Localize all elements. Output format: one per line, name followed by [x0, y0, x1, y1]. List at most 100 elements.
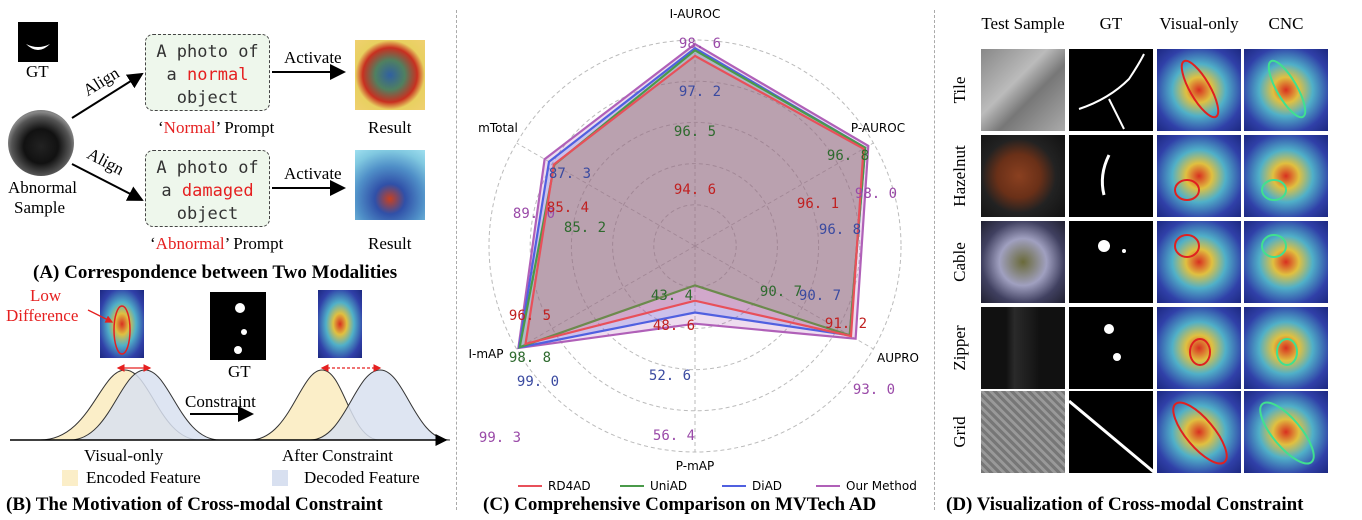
low-diff-ring: [113, 305, 131, 355]
gt-label-b: GT: [228, 362, 251, 381]
normal-prompt-line3: object: [176, 88, 239, 108]
caption-a: (A) Correspondence between Two Modalitie…: [33, 262, 398, 283]
abnormal-caption-quote: ‘: [150, 234, 156, 253]
value-label: 93. 0: [853, 382, 895, 398]
abnormal-prompt-prefix: a: [161, 181, 182, 201]
sample-label-line2: Sample: [14, 198, 65, 217]
abnormal-sample-image: [8, 110, 74, 176]
grid-spoke: [694, 245, 874, 350]
series-our-method: [517, 42, 870, 350]
gt-shape-icon: [1069, 399, 1153, 473]
align-arrow-top: [71, 72, 144, 119]
highlight-ring: [1189, 338, 1211, 366]
axis-label: AUPRO: [877, 351, 919, 365]
cnc-heatmap-image: [1243, 390, 1329, 474]
axis-label: mTotal: [478, 121, 518, 135]
axis-label: P-mAP: [676, 459, 714, 473]
abnormal-prompt-caption: ‘Abnormal’ Prompt: [150, 234, 283, 254]
panel-a-arrows: [71, 64, 346, 201]
row-label-zipper: Zipper: [950, 325, 969, 371]
visual-only-heatmap: [100, 290, 144, 358]
low-difference-line1: Low: [30, 286, 62, 305]
activate-label-top: Activate: [284, 48, 342, 67]
value-label: 97. 2: [679, 84, 721, 100]
gt-mask: [210, 292, 266, 360]
constraint-label: Constraint: [185, 392, 256, 411]
value-label: 89. 0: [513, 206, 555, 222]
value-label: 87. 3: [549, 166, 591, 182]
highlight-ring: [1259, 401, 1315, 465]
result-label-top: Result: [368, 118, 412, 137]
legend-label: DiAD: [752, 479, 782, 493]
test-sample-image: [980, 306, 1066, 390]
grid-spoke: [516, 245, 696, 350]
col-header-cnc: CNC: [1268, 14, 1304, 33]
normal-prompt-line1: A photo of: [156, 42, 259, 62]
row-label-grid: Grid: [950, 416, 969, 448]
abnormal-prompt-line2: a damaged: [146, 180, 269, 203]
grid-ring: [529, 80, 861, 412]
abnormal-prompt-box: A photo of a damaged object: [145, 150, 270, 227]
gt-mask-image: [1068, 220, 1154, 304]
sample-label-line1: Abnormal: [8, 178, 77, 197]
radar-chart: I-AUROC P-AUROC AUPRO P-mAP I-mAP mTotal 98. 6…: [468, 7, 919, 493]
gt-crescent-icon: [26, 44, 50, 50]
value-label: 96. 5: [509, 308, 551, 324]
visual-only-heatmap-image: [1156, 48, 1242, 132]
value-label: 94. 6: [674, 182, 716, 198]
value-label: 99. 0: [517, 374, 559, 390]
normal-prompt-keyword: normal: [187, 65, 249, 85]
legend-label: UniAD: [650, 479, 687, 493]
axis-label: I-mAP: [468, 347, 503, 361]
row-label-hazelnut: Hazelnut: [950, 145, 969, 207]
highlight-ring: [1172, 401, 1228, 465]
legend-decoded-label: Decoded Feature: [304, 468, 420, 487]
value-label: 85. 4: [547, 200, 589, 216]
visual-only-label: Visual-only: [84, 446, 164, 465]
highlight-ring: [1174, 234, 1200, 258]
caption-d: (D) Visualization of Cross-modal Constra…: [946, 494, 1304, 515]
grid-ring: [653, 204, 737, 288]
value-label: 96. 1: [797, 196, 839, 212]
normal-prompt-line2: a normal: [146, 64, 269, 87]
gt-shape-icon: [1078, 53, 1145, 130]
low-diff-pointer: [87, 309, 114, 323]
gt-mask-image: [1068, 390, 1154, 474]
cnc-heatmap-image: [1243, 220, 1329, 304]
result-label-bottom: Result: [368, 234, 412, 253]
gt-thumbnail: [18, 22, 58, 62]
test-sample-image: [980, 220, 1066, 304]
gt-blob-icon: [234, 303, 247, 354]
highlight-ring: [1261, 179, 1287, 201]
value-label: 98. 8: [509, 350, 551, 366]
value-label: 96. 5: [674, 124, 716, 140]
visual-only-heatmap-image: [1156, 306, 1242, 390]
low-difference-line2: Difference: [6, 306, 79, 325]
result-heatmap-bottom: [355, 150, 425, 220]
grid-spoke: [694, 142, 874, 247]
separator-left: [456, 10, 457, 510]
normal-caption-word: Normal: [163, 118, 216, 137]
activate-label-bottom: Activate: [284, 164, 342, 183]
value-label: 56. 4: [653, 428, 695, 444]
distribution-plot: [10, 305, 451, 446]
value-label: 48. 6: [653, 318, 695, 334]
gt-label: GT: [26, 62, 49, 81]
normal-prompt-caption: ‘Normal’ Prompt: [158, 118, 274, 138]
gt-mask-image: [1068, 48, 1154, 132]
value-label: 85. 2: [564, 220, 606, 236]
axis-label: I-AUROC: [670, 7, 721, 21]
highlight-ring: [1174, 179, 1200, 201]
gt-shape-icon: [1104, 324, 1121, 361]
gt-mask-image: [1068, 306, 1154, 390]
caption-b: (B) The Motivation of Cross-modal Constr…: [6, 494, 383, 515]
abnormal-caption-word: Abnormal: [155, 234, 225, 253]
grid-ring: [612, 163, 778, 329]
test-sample-image: [980, 48, 1066, 132]
after-constraint-label: After Constraint: [282, 446, 393, 465]
visual-only-heatmap-image: [1156, 220, 1242, 304]
abnormal-prompt-line3: object: [176, 204, 239, 224]
normal-caption-rest: ’ Prompt: [215, 118, 275, 137]
cnc-heatmap-image: [1243, 48, 1329, 132]
value-label: 91. 2: [825, 316, 867, 332]
